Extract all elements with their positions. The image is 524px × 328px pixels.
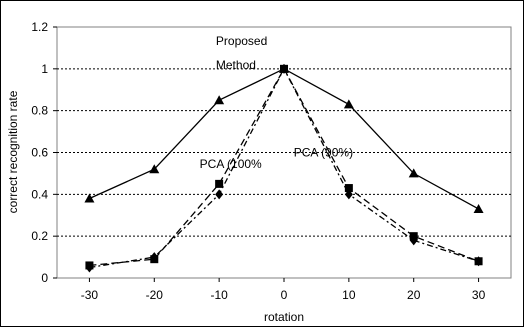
y-axis-label: correct recognition rate [6,90,20,213]
data-point [409,235,418,246]
annotation-label: PCA (100% [200,157,262,171]
annotations: Proposed Method PCA (100% PCA (90%) [200,34,353,171]
data-point [344,184,353,193]
data-point [150,252,159,263]
data-point [473,203,484,213]
y-tick-label: 0.6 [31,146,48,160]
annotation-label: Proposed [216,34,267,48]
data-point [149,164,160,174]
y-tick-label: 0.2 [31,229,48,243]
x-tick-label: 0 [281,288,288,302]
data-point [280,63,288,74]
data-point [215,189,224,200]
y-tick-label: 1.2 [31,20,48,34]
data-point [84,193,95,203]
y-tick-label: 0.8 [31,104,48,118]
x-tick-label: 20 [407,288,421,302]
x-tick-label: -10 [210,288,228,302]
data-point [214,95,225,105]
data-point [408,168,419,178]
data-point [215,179,224,188]
x-tick-labels: -30 -20 -10 0 10 20 30 [81,278,486,302]
x-tick-label: -30 [81,288,99,302]
y-tick-label: 0.4 [31,187,48,201]
y-tick-label: 0 [41,271,48,285]
series-group [84,63,484,273]
data-point [85,262,94,273]
x-tick-label: -20 [146,288,164,302]
data-point [343,99,354,109]
data-point [474,256,483,267]
y-tick-label: 1 [41,62,48,76]
data-point [344,189,353,200]
annotation-label: Method [216,58,256,72]
annotation-label: PCA (90%) [294,146,353,160]
x-axis-label: rotation [264,310,304,324]
y-tick-labels: 0 0.2 0.4 0.6 0.8 1 1.2 [31,20,57,285]
x-tick-label: 30 [472,288,486,302]
series-3 [85,63,483,273]
x-tick-label: 10 [342,288,356,302]
